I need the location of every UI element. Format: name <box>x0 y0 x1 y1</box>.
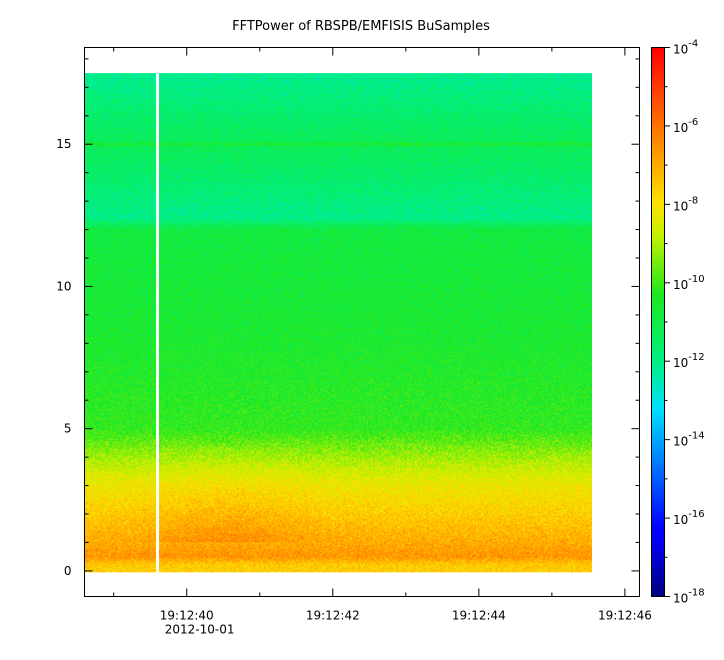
colorbar-tick-label: 10-6 <box>673 117 698 135</box>
colorbar-tick-exponent: -4 <box>688 39 698 50</box>
plot-area <box>84 47 640 597</box>
colorbar-tick-exponent: -10 <box>688 274 704 285</box>
colorbar-tick-label: 10-4 <box>673 39 698 57</box>
y-tick-label: 15 <box>56 137 71 151</box>
data-gap <box>156 73 160 573</box>
x-tick-date-label: 2012-10-01 <box>165 623 235 637</box>
x-tick-label: 19:12:40 <box>160 609 214 623</box>
y-tick-label: 10 <box>56 279 71 293</box>
colorbar-tick-base: 10 <box>673 43 688 57</box>
y-tick-label: 5 <box>64 422 72 436</box>
colorbar-tick-base: 10 <box>673 435 688 449</box>
colorbar-tick-base: 10 <box>673 278 688 292</box>
colorbar-tick-label: 10-14 <box>673 431 705 449</box>
x-tick-label: 19:12:44 <box>452 609 506 623</box>
colorbar-tick-base: 10 <box>673 592 688 606</box>
colorbar-tick-label: 10-8 <box>673 195 698 213</box>
spectrogram-heatmap <box>84 73 593 573</box>
chart-title: FFTPower of RBSPB/EMFISIS BuSamples <box>232 19 490 34</box>
colorbar-tick-base: 10 <box>673 513 688 527</box>
x-tick-label: 19:12:42 <box>306 609 360 623</box>
colorbar-tick-exponent: -6 <box>688 117 698 128</box>
colorbar-tick-base: 10 <box>673 356 688 370</box>
x-tick-label: 19:12:46 <box>598 609 652 623</box>
colorbar-tick-base: 10 <box>673 121 688 135</box>
colorbar-tick-exponent: -18 <box>688 588 704 599</box>
colorbar-tick-exponent: -14 <box>688 431 704 442</box>
colorbar-tick-label: 10-16 <box>673 509 705 527</box>
colorbar-tick-label: 10-10 <box>673 274 705 292</box>
colorbar-tick-base: 10 <box>673 199 688 213</box>
y-tick-label: 0 <box>64 564 72 578</box>
colorbar-tick-exponent: -8 <box>688 195 698 206</box>
colorbar-tick-label: 10-18 <box>673 588 705 606</box>
plot-frame <box>84 47 640 597</box>
y-axis: 0 5 10 15 <box>56 58 640 578</box>
colorbar-tick-label: 10-12 <box>673 352 705 370</box>
colorbar-gradient <box>652 47 664 597</box>
colorbar-tick-exponent: -12 <box>688 352 704 363</box>
colorbar-tick-exponent: -16 <box>688 509 704 520</box>
